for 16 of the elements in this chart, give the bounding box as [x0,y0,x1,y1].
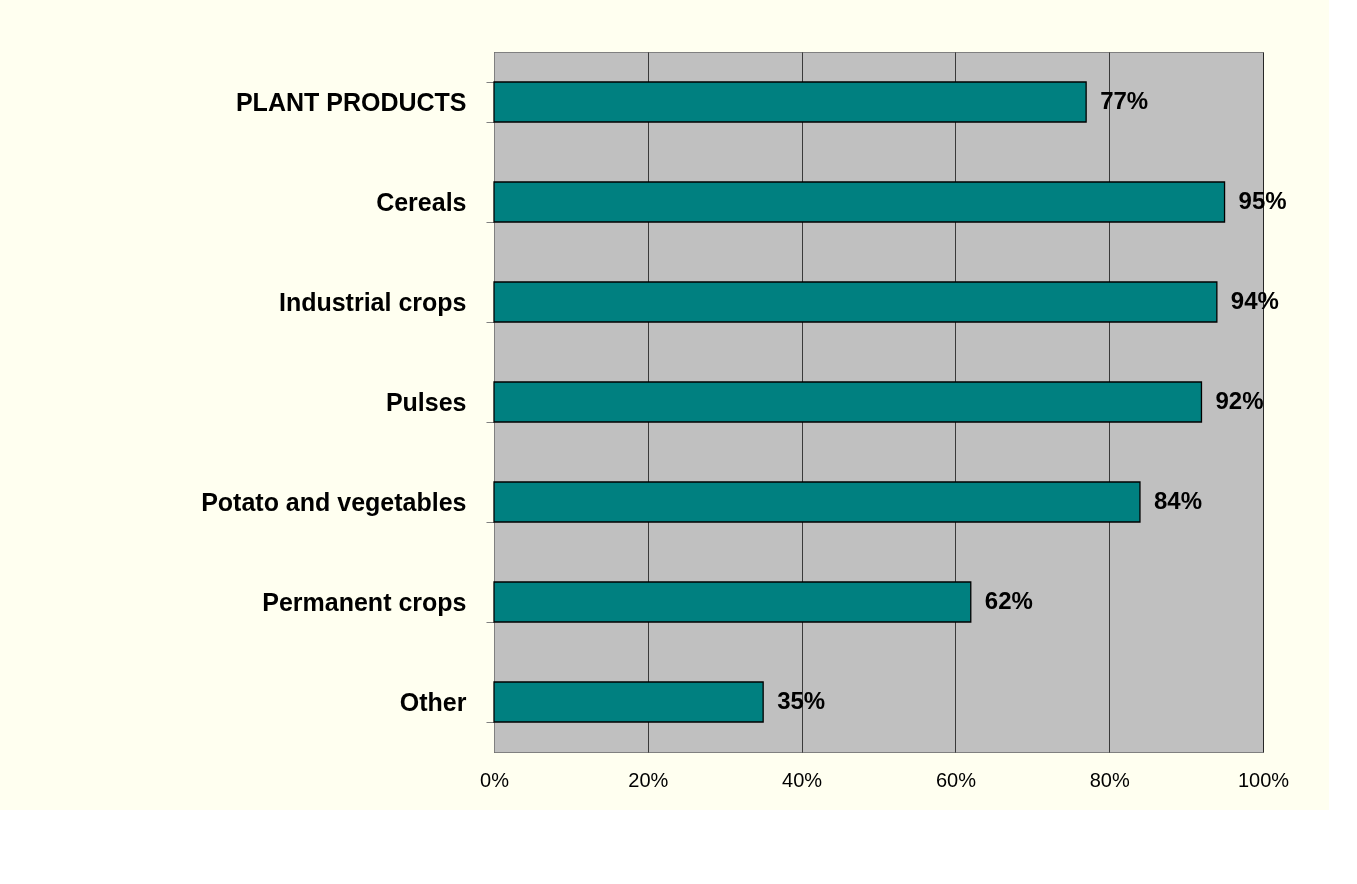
x-tick-label: 80% [1089,768,1130,791]
y-tick-label: Permanent crops [262,587,467,616]
data-label: 92% [1215,387,1264,414]
y-tick-label: Industrial crops [278,287,467,316]
x-tick-label: 100% [1237,768,1290,791]
x-tick-label: 0% [480,768,510,791]
y-tick-label: Potato and vegetables [201,487,467,516]
y-tick-label: Pulses [385,387,467,416]
x-tick-label: 60% [935,768,977,791]
data-label: 62% [984,587,1033,614]
y-tick-label: Other [399,687,467,716]
x-tick-label: 20% [628,768,669,791]
x-tick-label: 40% [782,768,823,791]
y-tick-label: Cereals [376,187,467,216]
y-tick-label: PLANT PRODUCTS [235,87,467,116]
data-label: 84% [1153,487,1203,514]
